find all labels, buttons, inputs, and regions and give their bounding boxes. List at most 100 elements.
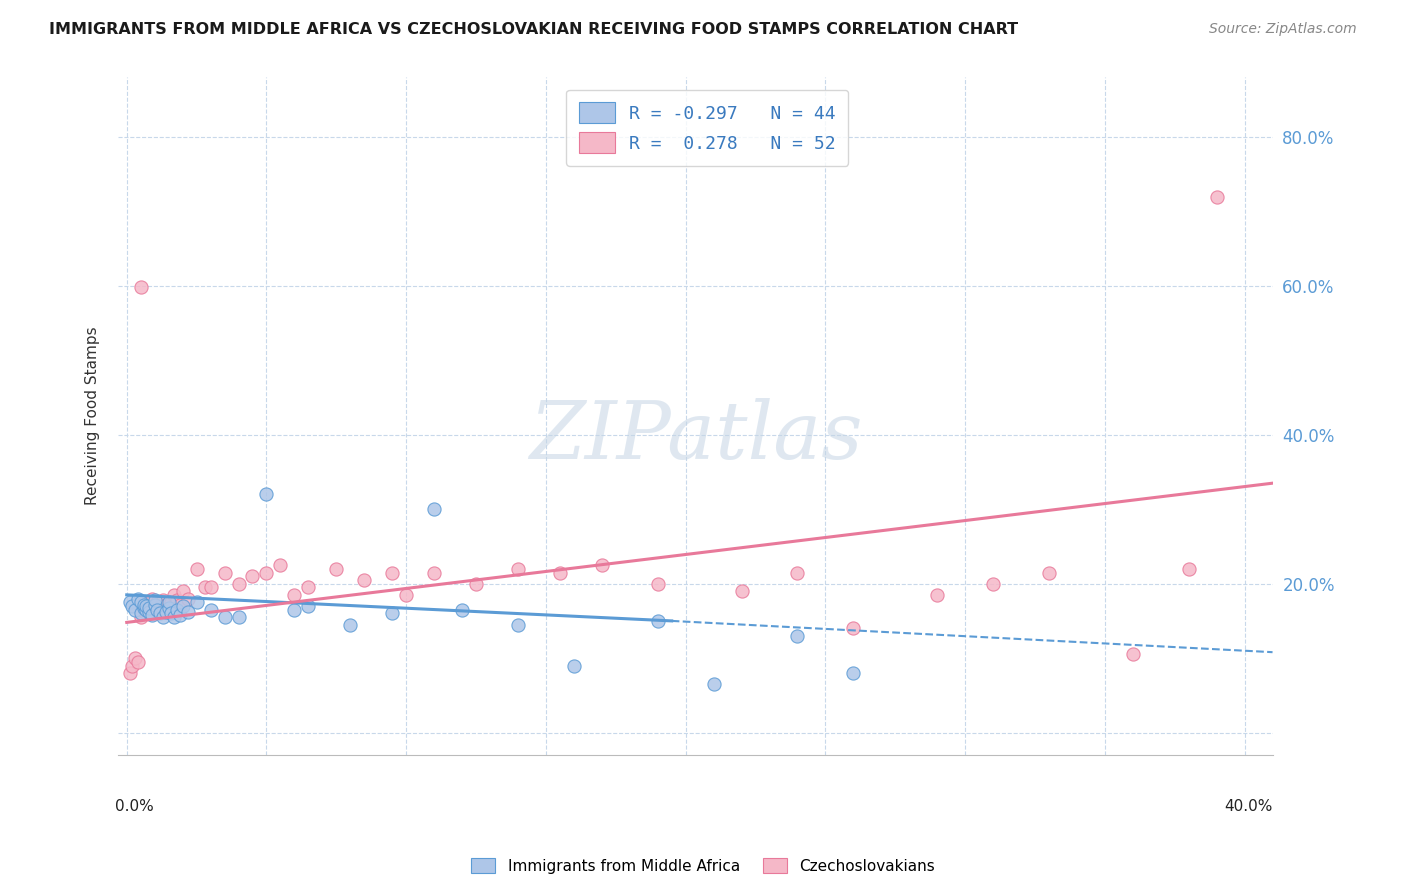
Point	[135, 603, 157, 617]
Point	[146, 603, 169, 617]
Point	[451, 603, 474, 617]
Point	[465, 576, 488, 591]
Point	[169, 598, 191, 612]
Point	[118, 595, 141, 609]
Legend: R = -0.297   N = 44, R =  0.278   N = 52: R = -0.297 N = 44, R = 0.278 N = 52	[567, 90, 848, 166]
Point	[118, 666, 141, 681]
Point	[157, 595, 180, 609]
Point	[186, 562, 208, 576]
Point	[129, 595, 152, 609]
Point	[138, 599, 160, 613]
Point	[163, 588, 186, 602]
Point	[647, 576, 669, 591]
Y-axis label: Receiving Food Stamps: Receiving Food Stamps	[86, 326, 100, 506]
Point	[730, 584, 752, 599]
Point	[129, 607, 152, 621]
Point	[1122, 648, 1144, 662]
Point	[269, 558, 291, 572]
Point	[423, 566, 446, 580]
Point	[172, 584, 194, 599]
Point	[591, 558, 613, 572]
Point	[160, 595, 183, 609]
Point	[163, 610, 186, 624]
Point	[786, 566, 808, 580]
Point	[339, 617, 361, 632]
Point	[703, 677, 725, 691]
Point	[647, 614, 669, 628]
Point	[132, 600, 155, 615]
Point	[186, 595, 208, 609]
Point	[149, 600, 172, 615]
Point	[548, 566, 571, 580]
Point	[1177, 562, 1199, 576]
Point	[395, 588, 418, 602]
Point	[1038, 566, 1060, 580]
Text: ZIPatlas: ZIPatlas	[529, 398, 862, 475]
Point	[132, 598, 155, 612]
Point	[157, 600, 180, 615]
Point	[166, 593, 188, 607]
Point	[124, 651, 146, 665]
Text: IMMIGRANTS FROM MIDDLE AFRICA VS CZECHOSLOVAKIAN RECEIVING FOOD STAMPS CORRELATI: IMMIGRANTS FROM MIDDLE AFRICA VS CZECHOS…	[49, 22, 1018, 37]
Point	[143, 593, 166, 607]
Point	[127, 591, 149, 606]
Point	[129, 610, 152, 624]
Point	[297, 599, 319, 613]
Point	[842, 666, 865, 681]
Point	[297, 581, 319, 595]
Point	[155, 598, 177, 612]
Point	[146, 595, 169, 609]
Point	[169, 607, 191, 622]
Point	[141, 607, 163, 622]
Point	[228, 610, 250, 624]
Point	[177, 605, 200, 619]
Text: 40.0%: 40.0%	[1225, 799, 1272, 814]
Point	[127, 655, 149, 669]
Point	[172, 599, 194, 613]
Point	[381, 566, 404, 580]
Point	[129, 280, 152, 294]
Point	[132, 595, 155, 609]
Point	[200, 581, 222, 595]
Point	[256, 566, 278, 580]
Point	[155, 605, 177, 619]
Point	[981, 576, 1004, 591]
Point	[138, 600, 160, 615]
Point	[381, 607, 404, 621]
Text: Source: ZipAtlas.com: Source: ZipAtlas.com	[1209, 22, 1357, 37]
Point	[353, 573, 375, 587]
Point	[423, 502, 446, 516]
Point	[152, 593, 174, 607]
Point	[283, 588, 305, 602]
Point	[214, 610, 236, 624]
Point	[160, 607, 183, 621]
Point	[506, 562, 529, 576]
Point	[141, 591, 163, 606]
Point	[194, 581, 217, 595]
Point	[152, 610, 174, 624]
Point	[143, 598, 166, 612]
Text: 0.0%: 0.0%	[115, 799, 153, 814]
Point	[256, 487, 278, 501]
Point	[842, 621, 865, 635]
Point	[121, 599, 143, 613]
Point	[283, 603, 305, 617]
Point	[562, 658, 585, 673]
Point	[135, 607, 157, 621]
Point	[228, 576, 250, 591]
Point	[242, 569, 264, 583]
Point	[927, 588, 949, 602]
Point	[135, 599, 157, 613]
Point	[200, 603, 222, 617]
Point	[506, 617, 529, 632]
Point	[166, 603, 188, 617]
Point	[124, 603, 146, 617]
Point	[143, 603, 166, 617]
Point	[177, 591, 200, 606]
Point	[121, 658, 143, 673]
Legend: Immigrants from Middle Africa, Czechoslovakians: Immigrants from Middle Africa, Czechoslo…	[465, 852, 941, 880]
Point	[786, 629, 808, 643]
Point	[1205, 189, 1227, 203]
Point	[129, 603, 152, 617]
Point	[157, 605, 180, 619]
